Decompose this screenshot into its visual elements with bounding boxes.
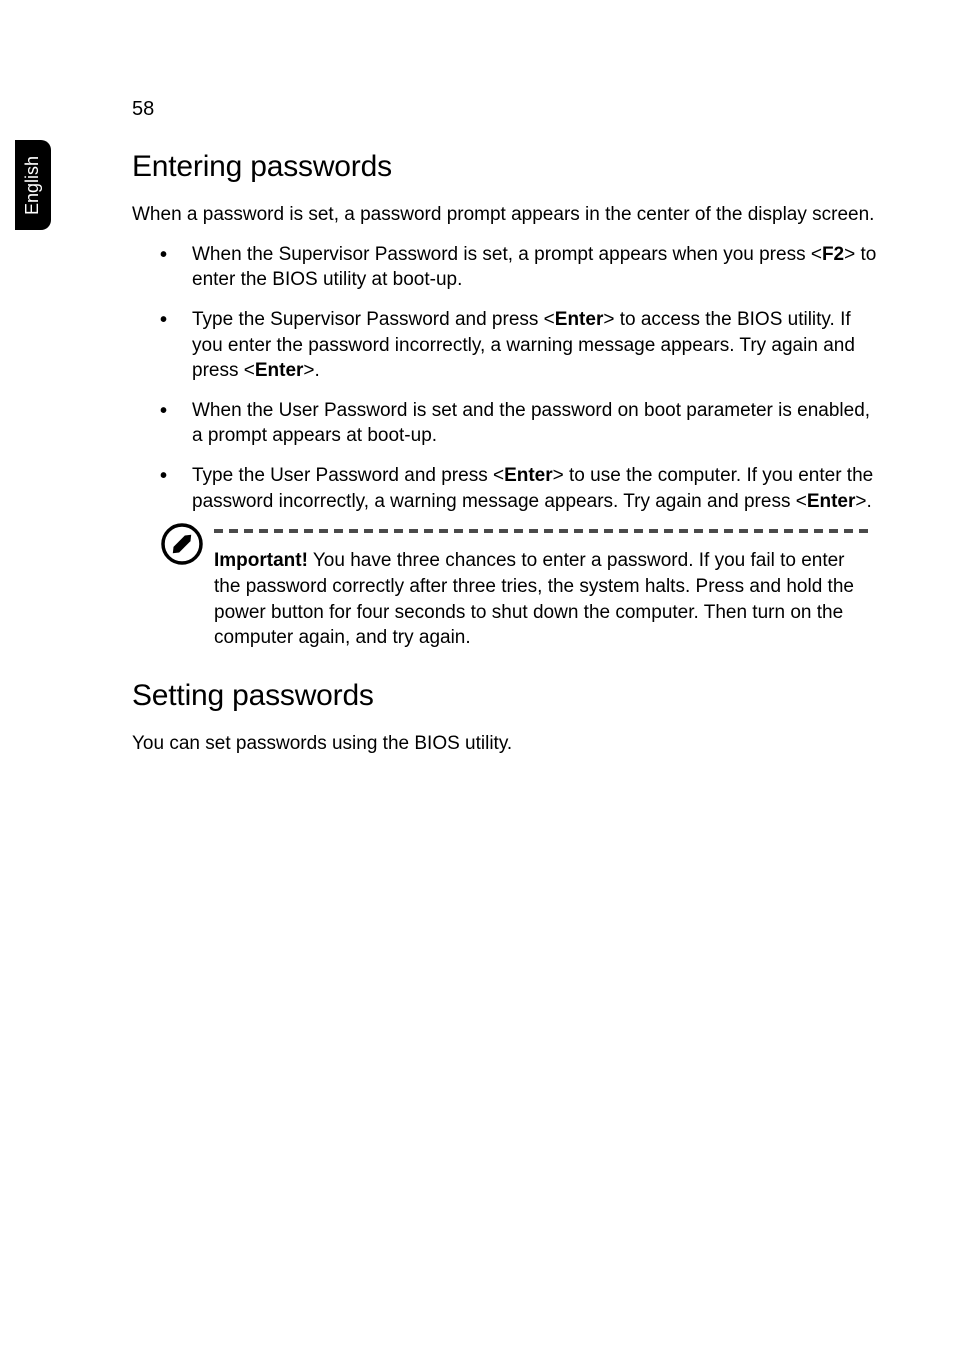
text-run: When the Supervisor Password is set, a p… <box>192 244 822 265</box>
dashed-separator <box>214 528 877 534</box>
list-item: When the Supervisor Password is set, a p… <box>160 242 877 293</box>
page-number: 58 <box>132 98 154 121</box>
pen-icon <box>160 522 204 566</box>
text-run: Type the Supervisor Password and press < <box>192 309 555 330</box>
setting-paragraph: You can set passwords using the BIOS uti… <box>132 731 877 757</box>
text-run: When the User Password is set and the pa… <box>192 400 870 447</box>
text-run: Type the User Password and press < <box>192 465 504 486</box>
text-run: >. <box>303 360 319 381</box>
key-enter: Enter <box>807 491 856 512</box>
list-item: Type the Supervisor Password and press <… <box>160 307 877 384</box>
key-enter: Enter <box>255 360 304 381</box>
key-enter: Enter <box>555 309 604 330</box>
heading-setting-passwords: Setting passwords <box>132 679 877 713</box>
key-enter: Enter <box>504 465 553 486</box>
important-note: Important! You have three chances to ent… <box>160 528 877 651</box>
list-item: When the User Password is set and the pa… <box>160 398 877 449</box>
heading-entering-passwords: Entering passwords <box>132 150 877 184</box>
important-label: Important! <box>214 550 308 571</box>
language-tab: English <box>15 140 51 230</box>
intro-paragraph: When a password is set, a password promp… <box>132 202 877 228</box>
key-f2: F2 <box>822 244 844 265</box>
note-text: Important! You have three chances to ent… <box>214 548 877 651</box>
text-run: >. <box>855 491 871 512</box>
page-content: Entering passwords When a password is se… <box>132 150 877 771</box>
language-tab-label: English <box>23 155 44 214</box>
list-item: Type the User Password and press <Enter>… <box>160 463 877 514</box>
note-body: You have three chances to enter a passwo… <box>214 550 854 648</box>
bullet-list: When the Supervisor Password is set, a p… <box>132 242 877 515</box>
page: 58 English Entering passwords When a pas… <box>0 0 954 1369</box>
